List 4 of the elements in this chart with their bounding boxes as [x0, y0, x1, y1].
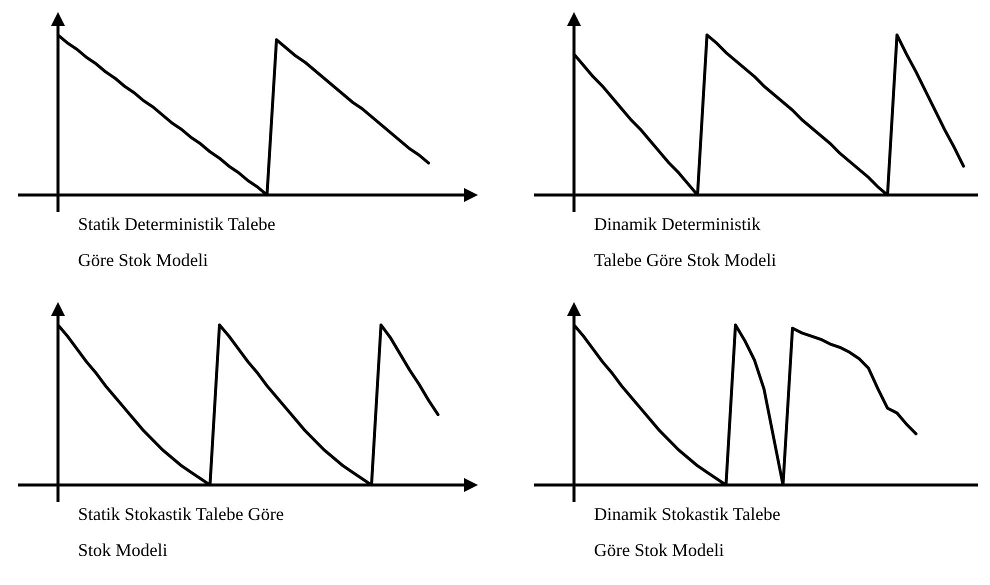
- x-axis-title: Dinamik Deterministik Talebe Göre Stok Modeli: [594, 214, 776, 270]
- x-axis-title: Statik Stokastik Talebe Göre Stok Modeli: [78, 504, 284, 560]
- x-axis-title: Statik Deterministik Talebe Göre Stok Modeli: [78, 214, 276, 270]
- x-axis-title: Dinamik Stokastik Talebe Göre Stok Modeli: [594, 504, 780, 560]
